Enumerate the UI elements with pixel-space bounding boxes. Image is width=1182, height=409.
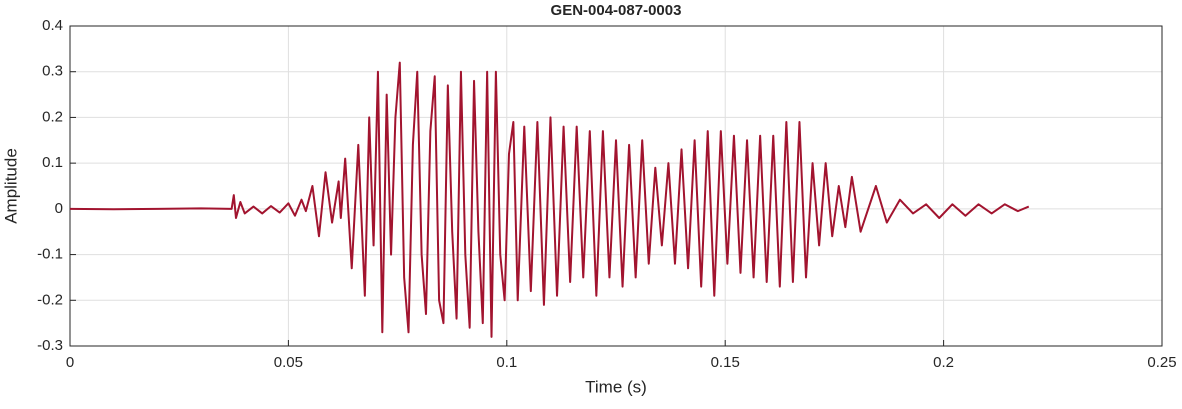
x-tick-label: 0.25 (1147, 354, 1176, 371)
y-tick-label: 0.1 (42, 154, 63, 171)
y-tick-label: 0.4 (42, 17, 63, 34)
waveform-line (69, 61, 1030, 338)
x-tick-label: 0.15 (711, 354, 740, 371)
chart-title: GEN-004-087-0003 (551, 2, 682, 19)
y-tick-label: 0 (55, 200, 63, 217)
y-tick-label: -0.1 (37, 246, 63, 263)
x-tick-label: 0.05 (274, 354, 303, 371)
y-axis-label: Amplitude (1, 148, 20, 224)
plot-frame (69, 25, 1163, 347)
y-tick-label: 0.2 (42, 108, 63, 125)
y-tick-label: -0.3 (37, 337, 63, 354)
x-tick-label: 0 (66, 354, 74, 371)
x-tick-label: 0.2 (933, 354, 954, 371)
y-tick-label: 0.3 (42, 63, 63, 80)
y-tick-label: -0.2 (37, 291, 63, 308)
x-axis-label: Time (s) (585, 377, 647, 396)
x-tick-label: 0.1 (496, 354, 517, 371)
